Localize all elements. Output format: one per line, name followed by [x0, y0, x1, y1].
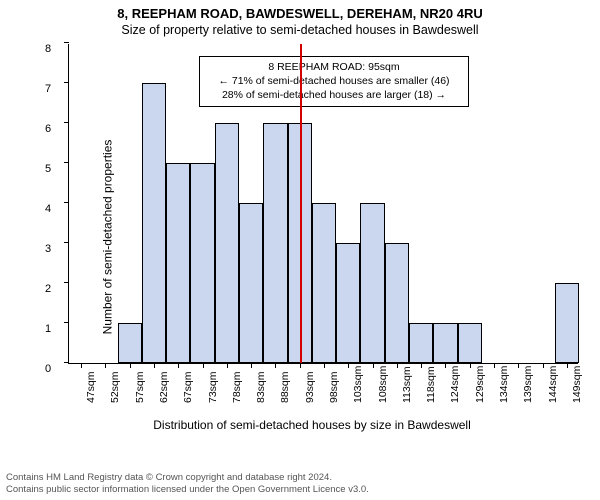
bar	[263, 123, 287, 363]
x-tick-label: 83sqm	[255, 371, 267, 403]
bar	[312, 203, 336, 363]
x-tick-label: 73sqm	[207, 371, 219, 403]
x-tick-label: 144sqm	[547, 366, 559, 403]
bar	[409, 323, 433, 363]
y-tick-mark	[64, 362, 69, 363]
y-tick-mark	[64, 122, 69, 123]
bar	[336, 243, 360, 363]
y-tick-mark	[64, 82, 69, 83]
x-tick-mark	[154, 363, 155, 368]
x-tick-label: 124sqm	[449, 366, 461, 403]
x-tick-mark	[567, 363, 568, 368]
bar	[166, 163, 190, 363]
callout-line-1: 8 REEPHAM ROAD: 95sqm	[206, 60, 462, 74]
x-tick-mark	[300, 363, 301, 368]
x-tick-label: 108sqm	[377, 366, 389, 403]
y-tick-mark	[64, 282, 69, 283]
y-tick-label: 3	[45, 243, 51, 255]
page-subtitle: Size of property relative to semi-detach…	[0, 21, 600, 37]
y-tick-label: 4	[45, 203, 51, 215]
y-tick-label: 6	[45, 123, 51, 135]
x-tick-mark	[470, 363, 471, 368]
callout-line-3: 28% of semi-detached houses are larger (…	[206, 88, 462, 102]
y-tick-mark	[64, 322, 69, 323]
x-tick-mark	[251, 363, 252, 368]
x-tick-label: 47sqm	[85, 371, 97, 403]
x-tick-mark	[324, 363, 325, 368]
callout-box: 8 REEPHAM ROAD: 95sqm ← 71% of semi-deta…	[199, 56, 469, 107]
x-tick-label: 103sqm	[352, 366, 364, 403]
x-tick-mark	[445, 363, 446, 368]
bar	[385, 243, 409, 363]
x-tick-label: 57sqm	[134, 371, 146, 403]
x-tick-label: 78sqm	[231, 371, 243, 403]
x-tick-mark	[203, 363, 204, 368]
x-tick-mark	[275, 363, 276, 368]
x-tick-label: 134sqm	[498, 366, 510, 403]
chart-container: Number of semi-detached properties 8 REE…	[40, 44, 584, 430]
bar	[118, 323, 142, 363]
bar	[433, 323, 457, 363]
x-tick-mark	[543, 363, 544, 368]
x-tick-mark	[348, 363, 349, 368]
x-tick-label: 98sqm	[328, 371, 340, 403]
y-tick-label: 0	[45, 363, 51, 375]
bar	[239, 203, 263, 363]
bar	[458, 323, 482, 363]
x-tick-mark	[105, 363, 106, 368]
x-tick-label: 149sqm	[571, 366, 583, 403]
x-tick-mark	[81, 363, 82, 368]
x-tick-mark	[397, 363, 398, 368]
x-tick-mark	[130, 363, 131, 368]
y-tick-mark	[64, 42, 69, 43]
x-tick-label: 118sqm	[425, 366, 437, 403]
y-tick-label: 8	[45, 43, 51, 55]
y-tick-label: 5	[45, 163, 51, 175]
y-tick-label: 2	[45, 283, 51, 295]
x-tick-label: 139sqm	[522, 366, 534, 403]
x-tick-label: 67sqm	[182, 371, 194, 403]
x-axis-label: Distribution of semi-detached houses by …	[40, 418, 584, 432]
plot-area: 8 REEPHAM ROAD: 95sqm ← 71% of semi-deta…	[68, 44, 578, 364]
y-tick-label: 7	[45, 83, 51, 95]
x-tick-mark	[373, 363, 374, 368]
x-tick-label: 93sqm	[304, 371, 316, 403]
x-tick-label: 129sqm	[474, 366, 486, 403]
x-tick-label: 62sqm	[158, 371, 170, 403]
y-tick-mark	[64, 162, 69, 163]
x-tick-label: 52sqm	[109, 371, 121, 403]
bar	[190, 163, 214, 363]
bar	[555, 283, 579, 363]
marker-line	[300, 44, 302, 363]
x-tick-mark	[494, 363, 495, 368]
y-tick-label: 1	[45, 323, 51, 335]
footer-attribution: Contains HM Land Registry data © Crown c…	[6, 472, 369, 496]
y-tick-mark	[64, 242, 69, 243]
callout-line-2: ← 71% of semi-detached houses are smalle…	[206, 74, 462, 88]
x-tick-mark	[518, 363, 519, 368]
x-tick-mark	[421, 363, 422, 368]
y-tick-mark	[64, 202, 69, 203]
footer-line-1: Contains HM Land Registry data © Crown c…	[6, 472, 369, 484]
x-tick-label: 113sqm	[401, 366, 413, 403]
x-tick-label: 88sqm	[279, 371, 291, 403]
x-tick-mark	[178, 363, 179, 368]
bar	[215, 123, 239, 363]
page-title: 8, REEPHAM ROAD, BAWDESWELL, DEREHAM, NR…	[0, 0, 600, 21]
footer-line-2: Contains public sector information licen…	[6, 484, 369, 496]
bar	[142, 83, 166, 363]
bar	[360, 203, 384, 363]
x-tick-mark	[227, 363, 228, 368]
